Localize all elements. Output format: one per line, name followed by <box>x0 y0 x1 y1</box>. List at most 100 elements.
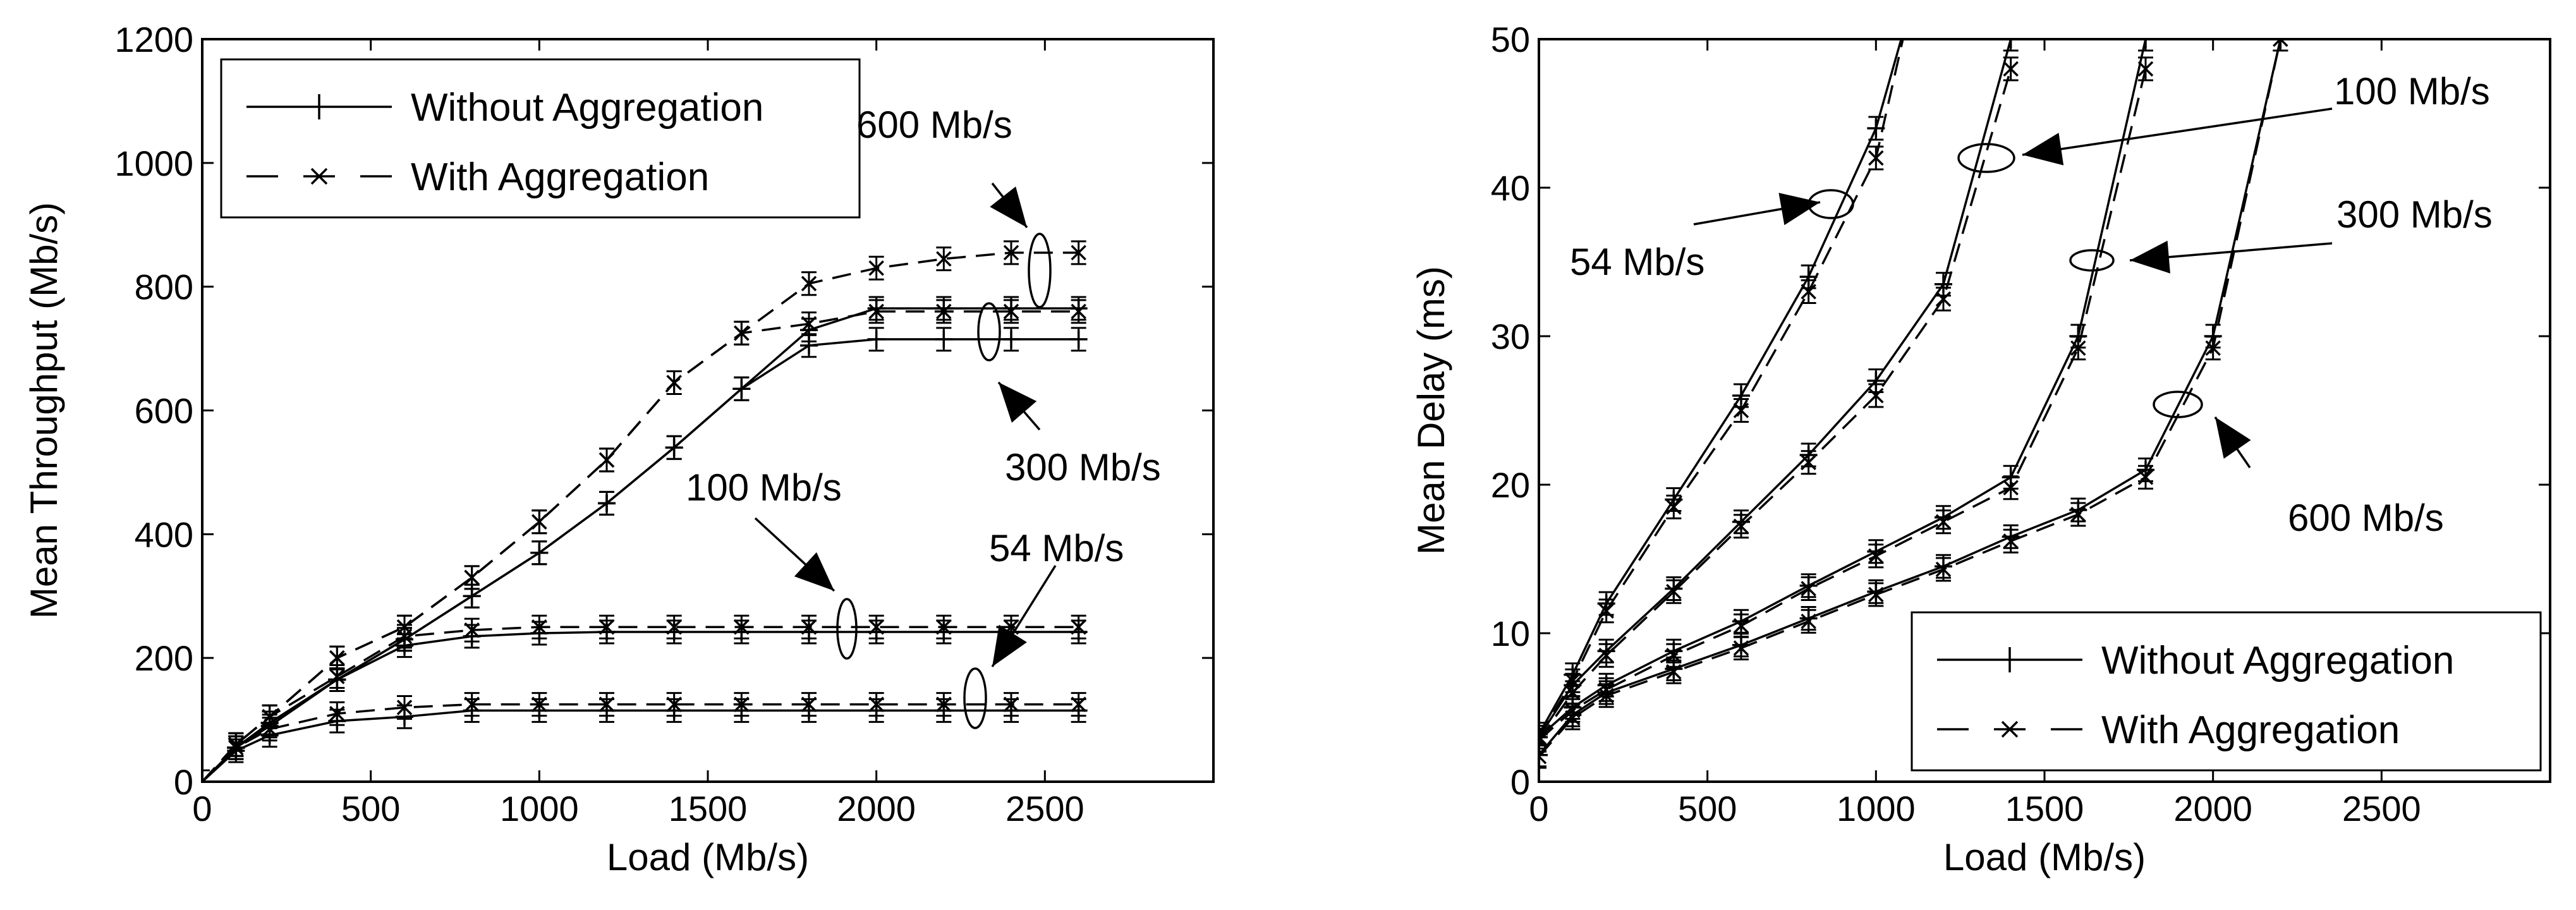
arrowhead <box>999 382 1037 423</box>
data-point-x-marker <box>801 619 817 635</box>
annotation-ellipse <box>1028 233 1052 308</box>
data-point-x-marker <box>1666 499 1682 515</box>
data-point-plus-marker <box>1069 330 1088 348</box>
error-bar <box>202 769 210 782</box>
data-point-plus-marker <box>598 494 616 513</box>
throughput-annotations: 600 Mb/s 300 Mb/s 100 Mb/s 54 Mb/s <box>686 104 1161 729</box>
data-point-x-marker <box>228 737 244 753</box>
data-point-x-marker <box>532 696 547 712</box>
data-point-plus-marker <box>1002 299 1020 317</box>
throughput-series <box>202 240 1088 782</box>
annotation: 300 Mb/s <box>977 302 1161 488</box>
data-point-x-marker <box>464 569 480 586</box>
data-point-plus-marker <box>1901 1 1919 18</box>
y-tick-label: 800 <box>135 267 193 307</box>
data-point-x-marker <box>464 622 480 638</box>
data-point-x-marker <box>1801 613 1816 629</box>
data-point-x-marker <box>598 452 615 468</box>
x-tick-label: 1000 <box>500 789 579 828</box>
data-point-x-marker <box>1071 696 1086 712</box>
data-point-x-marker <box>2137 61 2154 77</box>
data-point-x-marker <box>1565 710 1581 726</box>
data-point-x-marker <box>2070 340 2086 356</box>
annotation-ellipse <box>963 667 987 729</box>
data-point-plus-marker <box>935 330 953 348</box>
x-tick-label: 2500 <box>2342 789 2421 828</box>
data-point-x-marker <box>532 514 547 530</box>
data-point-plus-marker <box>935 299 953 317</box>
annotation: 600 Mb/s <box>856 104 1052 308</box>
x-tick-label: 500 <box>1678 789 1737 828</box>
series-line <box>1539 39 1904 738</box>
data-point-plus-marker <box>2002 39 2020 48</box>
legend-x-marker <box>2001 720 2019 738</box>
annotation: 600 Mb/s <box>2153 391 2444 539</box>
data-point-x-marker <box>396 619 413 635</box>
annotation-label: 300 Mb/s <box>2336 193 2493 236</box>
data-point-x-marker <box>1801 454 1816 470</box>
arrowhead <box>1778 193 1820 226</box>
delay-chart: 0 500 1000 1500 2000 2500 0 10 20 30 40 50 Without … <box>1410 1 2551 878</box>
data-point-plus-marker <box>1539 746 1548 764</box>
y-tick-label: 0 <box>1510 762 1530 802</box>
data-point-plus-marker <box>530 543 549 562</box>
y-tick-label: 30 <box>1491 317 1530 356</box>
data-point-x-marker <box>1868 387 1884 404</box>
annotation-ellipse <box>2069 249 2115 272</box>
data-point-x-marker <box>1003 245 1019 261</box>
x-tick-label: 500 <box>341 789 400 828</box>
series-line <box>202 252 1079 782</box>
x-tick-label: 1500 <box>669 789 748 828</box>
legend-label: With Aggregation <box>2101 708 2400 752</box>
series-line <box>1539 68 2147 741</box>
y-tick-label: 200 <box>135 638 193 678</box>
annotation-label: 100 Mb/s <box>2334 70 2490 112</box>
error-bar <box>1539 743 1546 768</box>
data-point-x-marker <box>734 619 750 635</box>
throughput-ticks: 0 500 1000 1500 2000 2500 0 200 400 600 800 1000 120… <box>114 20 1213 828</box>
y-tick-label: 600 <box>135 391 193 431</box>
data-point-x-marker <box>1868 586 1884 603</box>
data-point-x-marker <box>1666 664 1682 680</box>
throughput-y-axis-label: Mean Throughput (Mb/s) <box>23 202 65 619</box>
annotation-label: 54 Mb/s <box>1570 241 1704 283</box>
throughput-chart: 0 500 1000 1500 2000 2500 0 200 400 600 800 1000 120… <box>23 20 1215 878</box>
data-point-x-marker <box>868 619 884 635</box>
data-point-x-marker <box>2003 533 2019 549</box>
annotation-ellipse <box>836 598 858 660</box>
data-point-x-marker <box>1666 583 1682 600</box>
data-point-x-marker <box>868 696 884 712</box>
y-tick-label: 50 <box>1491 20 1530 59</box>
data-point-x-marker <box>202 774 210 782</box>
data-point-x-marker <box>2273 39 2288 47</box>
annotation: 54 Mb/s <box>1570 189 1854 283</box>
data-point-x-marker <box>936 619 952 635</box>
data-point-plus-marker <box>867 299 885 317</box>
data-point-x-marker <box>2137 470 2154 485</box>
data-point-x-marker <box>1868 150 1884 166</box>
data-point-x-marker <box>1003 696 1019 712</box>
x-tick-label: 2000 <box>2173 789 2252 828</box>
y-tick-label: 20 <box>1491 465 1530 505</box>
data-point-x-marker <box>1733 518 1749 535</box>
data-point-x-marker <box>329 706 345 722</box>
data-point-x-marker <box>1733 403 1749 418</box>
annotation-ellipse <box>977 302 1001 361</box>
arrowhead <box>992 624 1027 667</box>
annotation-label: 300 Mb/s <box>1005 446 1161 488</box>
data-point-x-marker <box>1071 619 1086 635</box>
data-point-plus-marker <box>867 330 885 348</box>
data-point-x-marker <box>666 619 682 635</box>
delay-series <box>1539 1 2290 769</box>
data-point-x-marker <box>532 619 547 635</box>
annotation: 54 Mb/s <box>963 527 1124 729</box>
delay-annotations: 54 Mb/s 100 Mb/s 300 Mb/s 600 Mb/s <box>1570 70 2493 539</box>
legend-box <box>220 58 861 219</box>
data-point-x-marker <box>1868 548 1884 564</box>
data-point-x-marker <box>2003 480 2019 495</box>
data-point-x-marker <box>1935 514 1952 530</box>
y-tick-label: 10 <box>1491 614 1530 653</box>
y-tick-label: 1000 <box>114 143 193 183</box>
arrowhead <box>990 186 1027 228</box>
x-tick-label: 1500 <box>2005 789 2084 828</box>
